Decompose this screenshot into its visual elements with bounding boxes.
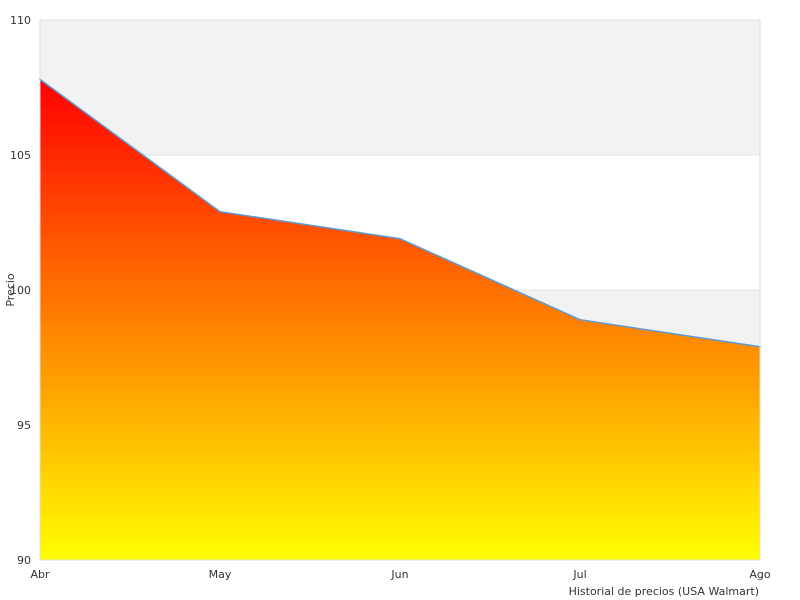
- grid-band: [40, 20, 760, 155]
- y-tick-label: 100: [10, 284, 31, 297]
- y-tick-label: 90: [17, 554, 31, 567]
- y-axis-label: Precio: [4, 273, 17, 307]
- y-tick-label: 105: [10, 149, 31, 162]
- y-axis-ticks: 90 95 100 105 110: [10, 14, 31, 567]
- data-point: [399, 237, 401, 240]
- x-tick-label: Abr: [30, 568, 50, 581]
- y-tick-label: 110: [10, 14, 31, 27]
- y-tick-label: 95: [17, 419, 31, 432]
- data-point: [219, 210, 221, 213]
- x-axis-ticks: Abr May Jun Jul Ago: [30, 568, 770, 581]
- x-tick-label: May: [209, 568, 232, 581]
- x-tick-label: Jun: [390, 568, 408, 581]
- plot-frame: [39, 19, 761, 561]
- x-tick-label: Jul: [572, 568, 586, 581]
- area-fill: [40, 79, 760, 561]
- chart-caption: Historial de precios (USA Walmart): [569, 585, 759, 598]
- x-tick-label: Ago: [749, 568, 771, 581]
- data-point: [579, 318, 581, 321]
